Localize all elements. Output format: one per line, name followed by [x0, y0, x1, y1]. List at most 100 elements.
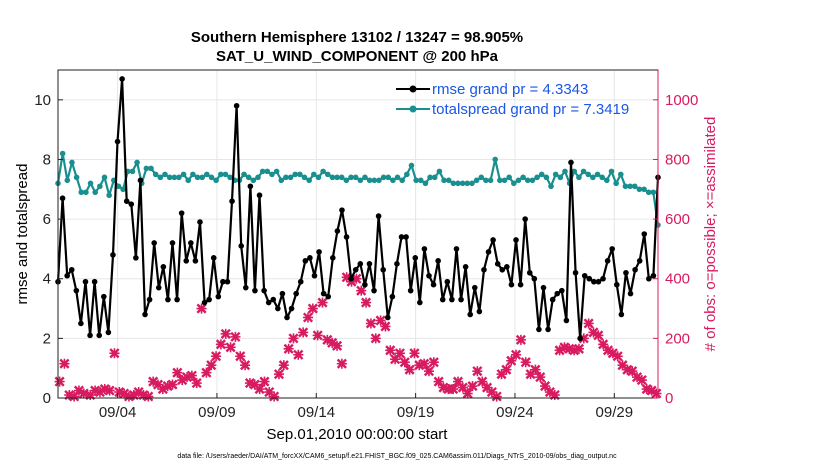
totalspread-point — [157, 174, 164, 181]
rmse-point — [618, 311, 625, 318]
rmse-point — [481, 266, 487, 273]
rmse-point — [435, 258, 441, 264]
totalspread-point — [538, 171, 545, 178]
rmse-point — [311, 272, 318, 279]
rmse-point — [348, 275, 354, 282]
totalspread-point — [376, 177, 382, 184]
rmse-point — [242, 284, 249, 291]
obs-marker — [235, 351, 246, 362]
totalspread-point — [404, 171, 410, 178]
obs-marker — [167, 379, 178, 390]
totalspread-point — [324, 171, 331, 178]
legend-rmse-label: rmse grand pr = 4.3343 — [432, 81, 588, 98]
rmse-point — [458, 296, 464, 303]
totalspread-point — [297, 171, 303, 178]
right-tick-label: 0 — [665, 390, 673, 407]
obs-marker — [283, 343, 294, 354]
totalspread-point — [487, 177, 494, 184]
obs-marker — [172, 367, 183, 378]
right-tick-label: 200 — [665, 330, 690, 347]
rmse-point — [78, 320, 84, 327]
totalspread-point — [101, 174, 108, 181]
rmse-point — [201, 299, 208, 306]
totalspread-point — [380, 174, 387, 181]
totalspread-point — [604, 177, 610, 184]
rmse-point — [609, 246, 615, 252]
totalspread-point — [64, 177, 71, 184]
rmse-point — [572, 269, 579, 276]
obs-marker — [462, 388, 473, 399]
totalspread-point — [534, 174, 540, 181]
rmse-point — [261, 287, 267, 294]
totalspread-point — [422, 180, 429, 187]
totalspread-point — [292, 171, 299, 178]
obs-marker — [269, 391, 280, 402]
totalspread-point — [557, 174, 564, 181]
rmse-point — [467, 311, 474, 318]
rmse-point — [279, 290, 286, 297]
obs-marker — [593, 330, 604, 341]
obs-marker — [54, 376, 65, 387]
obs-marker — [302, 312, 314, 323]
totalspread-point — [473, 177, 480, 184]
rmse-point — [526, 269, 533, 276]
rmse-point — [540, 284, 547, 291]
bottom-tick-label: 09/14 — [298, 404, 336, 421]
rmse-point — [522, 216, 528, 222]
totalspread-point — [148, 165, 154, 172]
rmse-point — [330, 255, 336, 261]
obs-marker — [583, 318, 594, 329]
rmse-point — [265, 299, 272, 306]
rmse-point — [394, 261, 400, 267]
rmse-point — [453, 246, 460, 252]
totalspread-point — [627, 183, 633, 190]
obs-marker — [515, 334, 526, 345]
totalspread-point — [608, 168, 615, 175]
rmse-point — [178, 210, 185, 216]
totalspread-point — [371, 177, 378, 184]
rmse-point — [73, 287, 80, 294]
totalspread-point — [97, 183, 103, 190]
obs-marker — [278, 360, 289, 371]
rmse-point — [536, 326, 542, 333]
obs-marker — [225, 342, 236, 353]
obs-marker — [206, 360, 217, 371]
obs-marker — [520, 357, 531, 368]
obs-marker — [361, 297, 372, 308]
totalspread-point — [520, 174, 526, 181]
totalspread-point — [241, 171, 247, 178]
obs-marker — [511, 349, 522, 360]
obs-marker — [288, 333, 299, 344]
obs-marker — [573, 343, 585, 354]
rmse-point — [549, 296, 556, 303]
totalspread-point — [245, 174, 252, 181]
rmse-point — [87, 332, 93, 339]
totalspread-point — [301, 174, 308, 181]
obs-marker — [331, 340, 343, 351]
obs-marker — [298, 327, 309, 338]
rmse-point — [59, 195, 66, 202]
rmse-point — [636, 258, 643, 264]
totalspread-point — [478, 174, 485, 181]
totalspread-point — [529, 177, 536, 184]
obs-marker — [472, 366, 483, 377]
obs-marker — [240, 360, 251, 371]
totalspread-point — [524, 177, 531, 184]
rmse-point — [288, 305, 295, 312]
obs-marker — [196, 303, 207, 314]
obs-marker — [491, 391, 502, 402]
rmse-point — [568, 159, 574, 166]
rmse-point — [68, 266, 75, 273]
obs-marker — [312, 330, 323, 341]
left-tick-label: 4 — [43, 271, 51, 288]
right-tick-label: 800 — [665, 151, 690, 168]
totalspread-point — [227, 174, 233, 181]
totalspread-point — [585, 171, 592, 178]
rmse-point — [165, 296, 171, 303]
rmse-point — [96, 332, 103, 339]
totalspread-point — [78, 189, 85, 196]
obs-marker — [549, 389, 560, 401]
totalspread-point — [73, 174, 80, 181]
totalspread-point — [222, 171, 229, 178]
